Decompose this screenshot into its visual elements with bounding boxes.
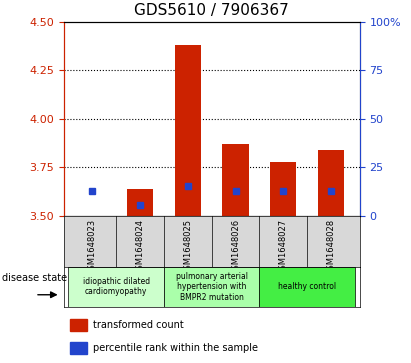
Text: percentile rank within the sample: percentile rank within the sample — [93, 343, 258, 353]
Bar — [69, 319, 88, 331]
Text: GSM1648028: GSM1648028 — [326, 219, 335, 275]
Bar — [222, 144, 249, 216]
Text: GSM1648023: GSM1648023 — [88, 219, 97, 275]
Text: idiopathic dilated
cardiomyopathy: idiopathic dilated cardiomyopathy — [83, 277, 150, 297]
Bar — [318, 150, 344, 216]
Text: healthy control: healthy control — [278, 282, 336, 291]
Text: disease state: disease state — [2, 273, 67, 283]
Bar — [164, 267, 259, 307]
Bar — [69, 342, 88, 354]
Bar — [259, 267, 355, 307]
Text: transformed count: transformed count — [93, 320, 184, 330]
Text: GSM1648026: GSM1648026 — [231, 219, 240, 275]
Text: pulmonary arterial
hypertension with
BMPR2 mutation: pulmonary arterial hypertension with BMP… — [175, 272, 248, 302]
Bar — [175, 45, 201, 216]
Text: GSM1648024: GSM1648024 — [136, 219, 145, 274]
Text: GSM1648027: GSM1648027 — [279, 219, 288, 275]
Text: GSM1648025: GSM1648025 — [183, 219, 192, 274]
Bar — [270, 162, 296, 216]
Title: GDS5610 / 7906367: GDS5610 / 7906367 — [134, 3, 289, 18]
Bar — [69, 267, 164, 307]
Bar — [127, 189, 153, 216]
